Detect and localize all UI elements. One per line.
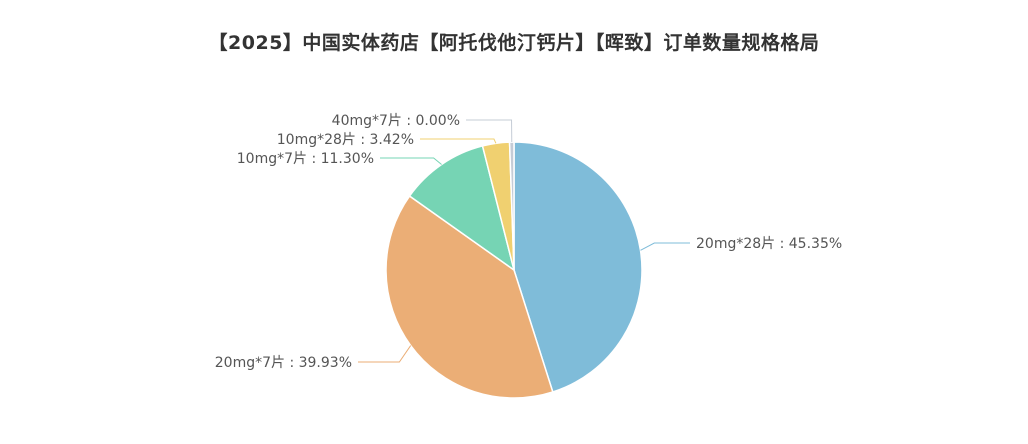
leader-line-0 — [640, 242, 690, 251]
pie-slice-0 — [513, 141, 643, 393]
pie-slice-4 — [508, 141, 515, 271]
leader-line-4 — [466, 119, 513, 143]
slice-label-3: 10mg*28片 : 3.42% — [277, 132, 414, 148]
pie-slice-1 — [385, 194, 554, 399]
chart-title: 【2025】中国实体药店【阿托伐他汀钙片】【晖致】订单数量规格格局 — [208, 32, 820, 54]
slice-labels: 20mg*28片 : 45.35% 20mg*7片 : 39.93% 10mg*7片… — [215, 113, 842, 371]
slice-label-1: 20mg*7片 : 39.93% — [215, 355, 352, 371]
slice-label-4: 40mg*7片 : 0.00% — [332, 113, 460, 129]
pie-slice-2 — [408, 145, 516, 272]
leader-line-2 — [380, 157, 442, 165]
leader-lines — [358, 119, 690, 363]
leader-line-1 — [358, 345, 412, 363]
slice-label-0: 20mg*28片 : 45.35% — [696, 236, 842, 252]
pie-slices — [385, 141, 643, 399]
leader-line-3 — [420, 138, 497, 144]
slice-label-2: 10mg*7片 : 11.30% — [237, 151, 374, 167]
